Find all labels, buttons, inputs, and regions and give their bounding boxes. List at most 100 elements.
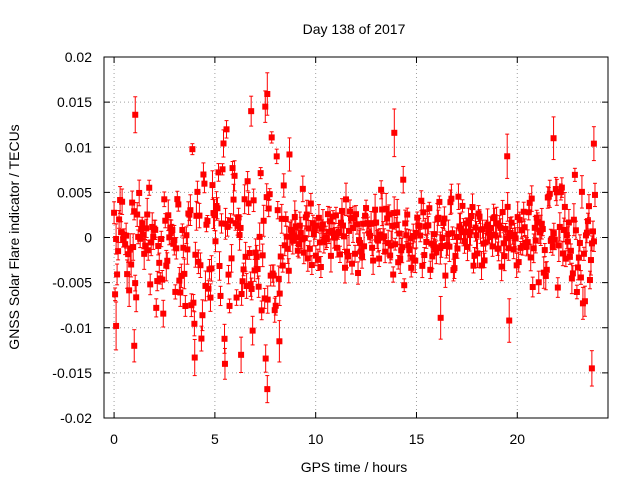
data-point [280, 173, 287, 198]
data-point [152, 219, 159, 240]
data-point [513, 252, 520, 278]
data-point [173, 237, 180, 260]
data-point [136, 179, 143, 207]
data-point [257, 167, 264, 180]
y-tick-label: 0.005 [57, 184, 92, 200]
data-point [577, 270, 584, 285]
data-point [551, 229, 558, 251]
data-point [163, 249, 170, 282]
data-point [197, 252, 204, 278]
data-point [215, 163, 222, 182]
data-point [390, 266, 397, 283]
data-point [543, 261, 550, 279]
x-tick-label: 10 [308, 431, 324, 447]
data-point [195, 249, 202, 275]
data-point [130, 233, 137, 261]
data-point [379, 192, 386, 227]
data-point [181, 258, 188, 290]
data-point [404, 207, 411, 222]
data-point [114, 263, 121, 286]
data-point [233, 289, 240, 306]
data-point [182, 295, 189, 317]
data-point [498, 252, 505, 282]
data-point [209, 170, 216, 200]
data-point [264, 285, 271, 314]
data-point [495, 235, 502, 262]
data-point [160, 299, 167, 328]
data-point [256, 222, 263, 252]
data-point [316, 232, 323, 253]
data-point [352, 244, 359, 263]
data-point [521, 218, 528, 236]
data-point [260, 204, 267, 237]
data-point [573, 284, 580, 300]
data-point [336, 245, 343, 263]
data-point [231, 160, 238, 192]
data-point [244, 171, 251, 192]
data-point [270, 264, 277, 287]
y-tick-label: 0.015 [57, 94, 92, 110]
data-point [420, 203, 427, 222]
data-point [583, 222, 590, 244]
data-point [194, 180, 201, 204]
data-point [273, 148, 280, 165]
data-point [538, 207, 545, 240]
data-point [158, 230, 165, 248]
x-tick-label: 0 [110, 431, 118, 447]
data-point [317, 256, 324, 278]
data-point [153, 298, 160, 318]
data-point [112, 287, 119, 302]
data-point [586, 270, 593, 290]
data-point [246, 246, 253, 260]
data-point [493, 206, 500, 240]
data-point [184, 234, 191, 265]
x-tick-label: 15 [409, 431, 425, 447]
data-point [587, 244, 594, 276]
data-point [528, 185, 535, 212]
data-point [299, 175, 306, 203]
data-point [276, 281, 283, 306]
data-point [351, 205, 358, 231]
data-point [216, 251, 223, 281]
data-point [207, 283, 214, 312]
x-tick-label: 20 [509, 431, 525, 447]
data-point [546, 179, 553, 208]
data-point [240, 262, 247, 277]
data-point [327, 239, 334, 273]
data-point [227, 213, 234, 229]
data-point [228, 244, 235, 273]
data-point [224, 217, 231, 237]
data-point [214, 197, 221, 220]
grid-lines [104, 56, 608, 419]
data-point [187, 194, 194, 227]
data-point [161, 191, 168, 208]
data-point [175, 197, 182, 212]
data-point [561, 192, 568, 222]
data-point [553, 178, 560, 206]
data-point [237, 215, 244, 241]
data-point [133, 282, 140, 313]
data-point [134, 202, 141, 227]
data-point [279, 258, 286, 273]
data-point [442, 263, 449, 288]
data-point [425, 216, 432, 235]
data-point [515, 251, 522, 273]
data-point [266, 188, 273, 201]
y-tick-label: 0.01 [65, 139, 92, 155]
data-point [576, 234, 583, 252]
data-point [535, 270, 542, 294]
data-point [264, 375, 271, 404]
data-point [391, 108, 398, 158]
data-point [282, 211, 289, 227]
data-point [437, 295, 444, 340]
data-point [223, 120, 230, 139]
data-point [258, 300, 265, 321]
data-point [441, 206, 448, 231]
data-point [238, 336, 245, 374]
data-point [276, 320, 283, 363]
data-point [506, 298, 513, 343]
x-axis-label: GPS time / hours [301, 459, 408, 475]
data-point [481, 252, 488, 269]
data-point [146, 179, 153, 196]
data-point [212, 230, 219, 253]
